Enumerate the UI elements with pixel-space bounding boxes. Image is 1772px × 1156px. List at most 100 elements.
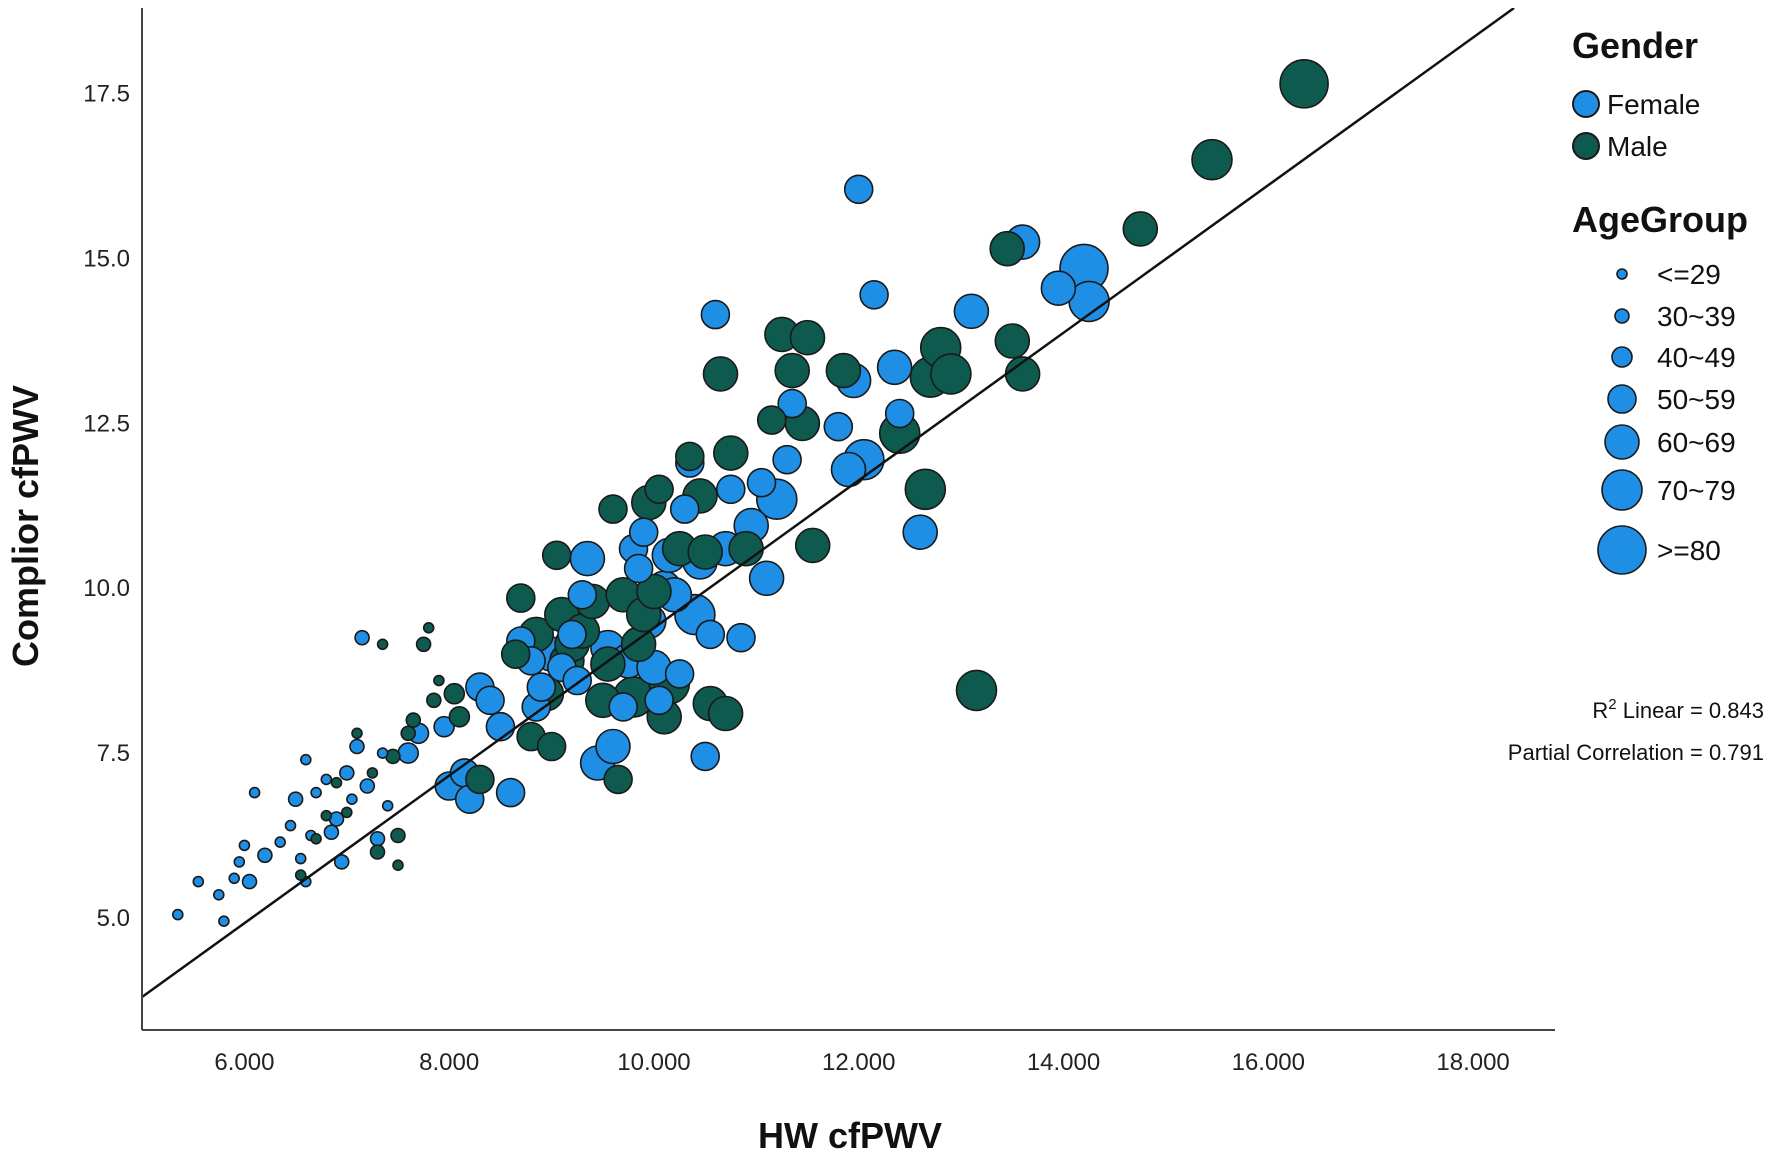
data-point-female [294, 852, 307, 865]
legend-age-label: <=29 [1657, 259, 1721, 290]
y-tick-label: 15.0 [83, 246, 130, 273]
data-point-female [359, 778, 376, 794]
data-point-male [598, 494, 628, 524]
data-point-male [330, 776, 343, 789]
regression-stats: R2 Linear = 0.843 Partial Correlation = … [1508, 696, 1764, 765]
data-point-female [557, 619, 587, 650]
data-point-female [241, 873, 258, 890]
y-tick-label: 17.5 [83, 81, 130, 108]
data-point-female [595, 728, 631, 765]
data-point-female [777, 388, 808, 419]
data-point-female [213, 888, 225, 901]
data-point-female [567, 579, 598, 610]
data-point-female [284, 819, 297, 832]
data-point-female [248, 786, 261, 799]
data-point-female [257, 847, 273, 864]
legend-female-swatch [1572, 90, 1600, 118]
legend: Gender Female Male AgeGroup <=29 30~39 40~… [1572, 25, 1748, 575]
data-point-female [485, 711, 516, 742]
data-point-male [707, 695, 744, 732]
data-point-female [843, 174, 874, 205]
data-point-male [433, 674, 445, 687]
data-point-male [500, 639, 531, 670]
data-point-female [381, 799, 394, 812]
data-point-female [338, 765, 355, 781]
x-tick-label: 10.000 [617, 1049, 690, 1076]
x-axis-title: HW cfPWV [758, 1115, 942, 1156]
x-tick-label: 6.000 [214, 1049, 274, 1076]
data-point-male [674, 441, 705, 472]
x-tick-label: 18.000 [1436, 1049, 1509, 1076]
data-point-female [623, 553, 654, 584]
legend-age-label: 60~69 [1657, 427, 1736, 458]
y-axis-title: Complior cfPWV [5, 385, 46, 667]
fit-line [142, 8, 1515, 999]
data-point-male [644, 474, 674, 505]
data-point-female [274, 836, 287, 848]
data-point-female [902, 514, 939, 551]
data-point-female [310, 786, 322, 799]
y-tick-label: 10.0 [83, 575, 130, 602]
data-point-female [526, 672, 557, 702]
data-point-male [340, 806, 353, 819]
data-point-male [620, 626, 657, 663]
legend-age-label: >=80 [1657, 535, 1721, 566]
data-point-male [505, 583, 536, 613]
legend-female-label: Female [1607, 89, 1700, 120]
data-point-male [390, 827, 406, 844]
data-point-female [172, 908, 184, 921]
data-point-female [700, 299, 731, 330]
data-point-female [320, 773, 333, 786]
axes [141, 8, 1555, 1031]
data-point-female [669, 494, 700, 524]
data-point-female [715, 474, 746, 505]
legend-age-label: 40~49 [1657, 342, 1736, 373]
data-point-female [346, 793, 358, 806]
data-point-male [392, 859, 404, 872]
data-point-female [664, 659, 695, 689]
data-point-female [726, 622, 756, 653]
data-point-female [475, 685, 505, 716]
r-squared-label: R2 Linear = 0.843 [1592, 696, 1764, 723]
data-point-male [955, 669, 998, 712]
data-point-male [422, 621, 435, 634]
legend-age-swatch [1607, 384, 1637, 414]
data-point-male [687, 534, 724, 570]
data-point-male [294, 869, 307, 881]
data-point-male [712, 435, 749, 471]
data-point-female [748, 560, 785, 597]
data-point-female [644, 685, 674, 716]
data-point-male [794, 527, 831, 564]
data-point-male [443, 682, 466, 705]
data-point-female [772, 444, 802, 475]
fit-line-layer [142, 8, 1515, 999]
data-point-male [536, 731, 567, 762]
legend-age-swatch [1597, 525, 1647, 575]
data-point-male [351, 727, 363, 740]
data-point-female [1040, 270, 1077, 307]
legend-age-swatch [1611, 346, 1633, 368]
data-point-female [397, 742, 420, 764]
data-point-male [989, 230, 1026, 267]
data-point-male [774, 352, 811, 389]
data-point-female [608, 692, 639, 722]
data-point-male [603, 764, 633, 795]
data-point-male [702, 356, 739, 392]
data-point-female [746, 467, 777, 498]
data-point-female [569, 540, 606, 577]
data-point-female [228, 872, 240, 885]
data-point-female [495, 777, 526, 808]
data-point-male [541, 540, 572, 571]
data-point-female [354, 629, 370, 646]
legend-age-label: 30~39 [1657, 301, 1736, 332]
data-point-male [400, 725, 417, 742]
data-point-male [1191, 138, 1233, 181]
legend-gender-title: Gender [1572, 25, 1698, 66]
data-point-male [930, 353, 972, 395]
legend-age-swatch [1601, 469, 1643, 511]
data-point-male [994, 323, 1031, 359]
data-point-female [369, 830, 386, 847]
legend-agegroup-title: AgeGroup [1572, 199, 1748, 240]
data-point-female [433, 715, 455, 738]
